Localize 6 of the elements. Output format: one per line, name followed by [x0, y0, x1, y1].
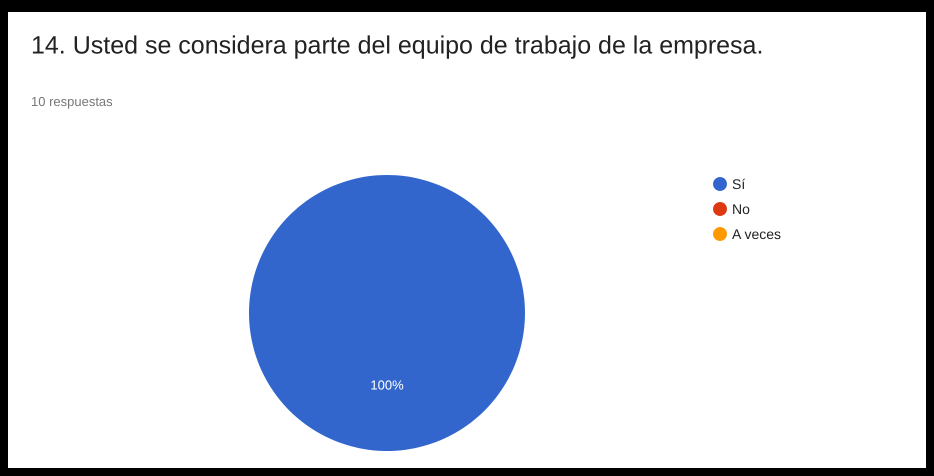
legend-label: No — [732, 201, 750, 217]
legend-label: A veces — [732, 226, 782, 242]
legend-label: Sí — [732, 176, 746, 192]
chart-title: 14. Usted se considera parte del equipo de trabajo de la empresa. — [31, 32, 764, 60]
data-label: 100% — [370, 378, 404, 392]
text: 10 respuestas — [31, 94, 114, 109]
